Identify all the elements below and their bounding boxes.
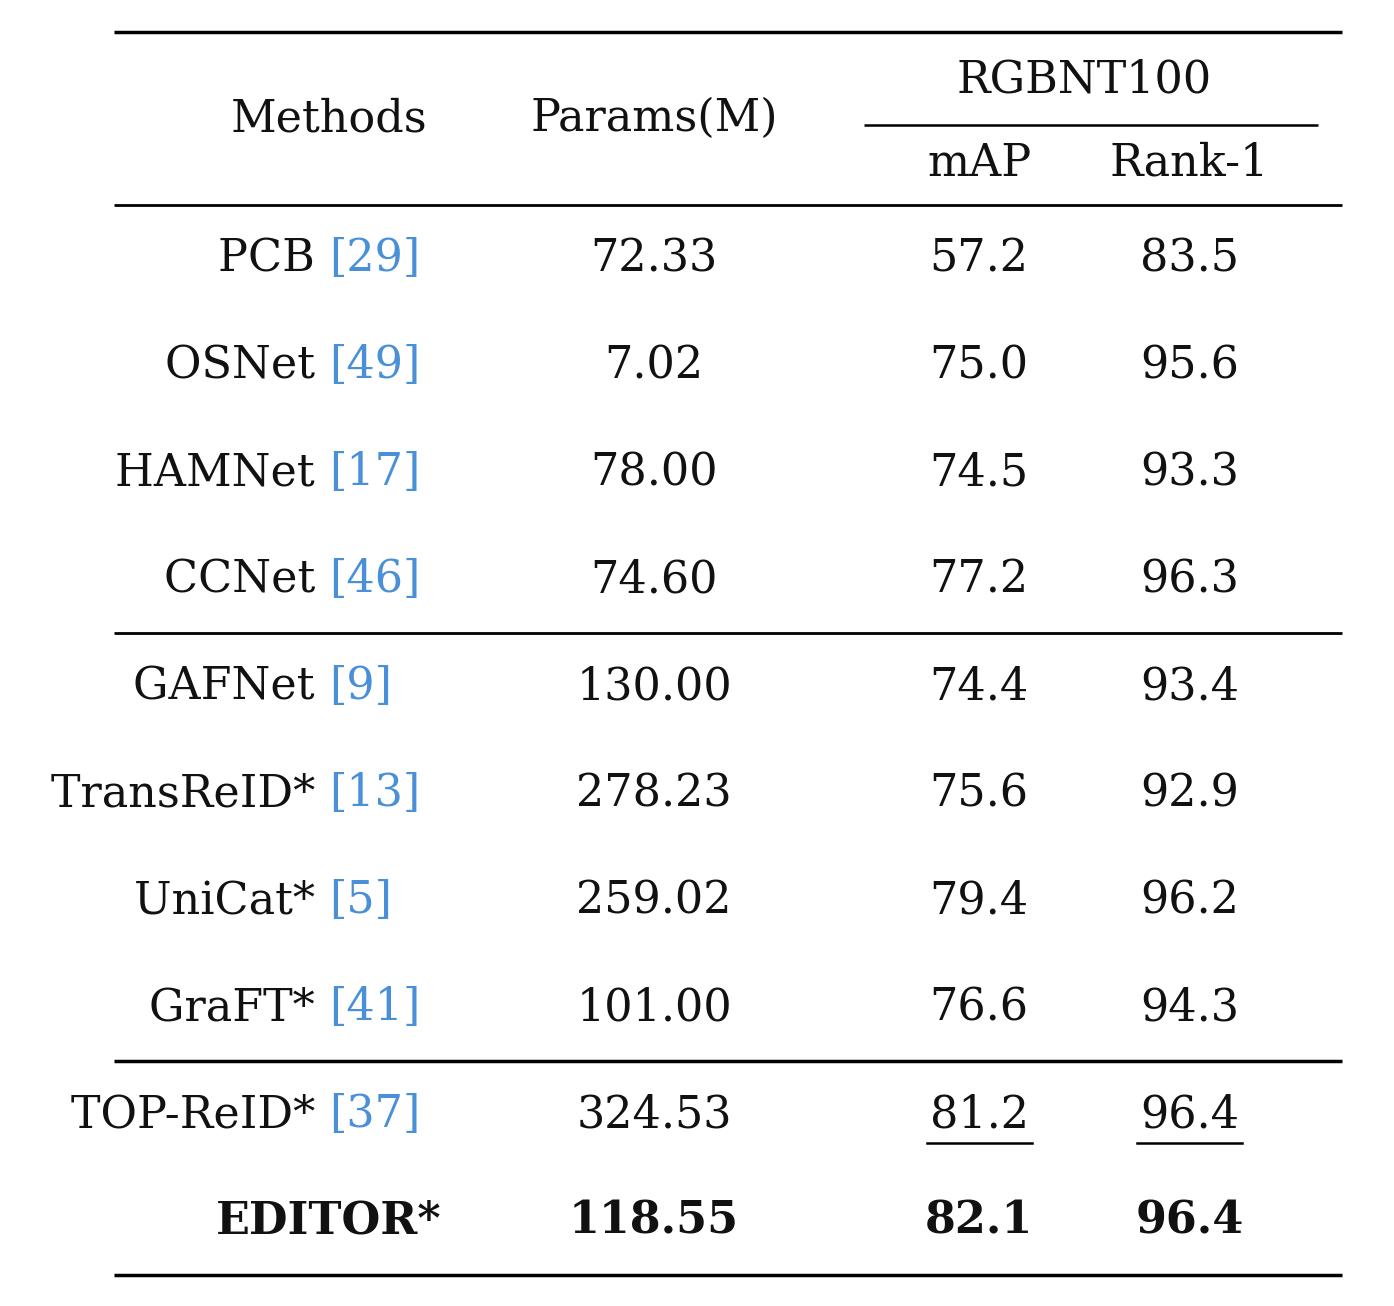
Text: 92.9: 92.9	[1140, 772, 1239, 815]
Text: 78.00: 78.00	[590, 451, 718, 494]
Text: TransReID*: TransReID*	[50, 772, 329, 815]
Text: OSNet: OSNet	[164, 343, 329, 387]
Text: 118.55: 118.55	[569, 1200, 739, 1243]
Text: UniCat*: UniCat*	[134, 879, 329, 922]
Text: 278.23: 278.23	[576, 772, 732, 815]
Text: 75.0: 75.0	[930, 343, 1029, 387]
Text: 259.02: 259.02	[576, 879, 732, 922]
Text: 77.2: 77.2	[930, 558, 1029, 601]
Text: 7.02: 7.02	[605, 343, 704, 387]
Text: 74.60: 74.60	[590, 558, 718, 601]
Text: 76.6: 76.6	[930, 986, 1029, 1029]
Text: [49]: [49]	[329, 343, 421, 387]
Text: 324.53: 324.53	[576, 1093, 732, 1136]
Text: TOP-ReID*: TOP-ReID*	[71, 1093, 329, 1136]
Text: [41]: [41]	[329, 986, 421, 1029]
Text: [5]: [5]	[329, 879, 392, 922]
Text: 101.00: 101.00	[576, 986, 732, 1029]
Text: EDITOR*: EDITOR*	[216, 1200, 442, 1243]
Text: 94.3: 94.3	[1140, 986, 1239, 1029]
Text: PCB: PCB	[217, 236, 329, 279]
Text: Rank-1: Rank-1	[1110, 141, 1269, 184]
Text: GAFNet: GAFNet	[134, 665, 329, 708]
Text: [46]: [46]	[329, 558, 421, 601]
Text: 81.2: 81.2	[930, 1093, 1029, 1136]
Text: 57.2: 57.2	[930, 236, 1029, 279]
Text: 95.6: 95.6	[1140, 343, 1239, 387]
Text: 96.4: 96.4	[1135, 1200, 1243, 1243]
Text: 82.1: 82.1	[926, 1200, 1033, 1243]
Text: [9]: [9]	[329, 665, 392, 708]
Text: 96.2: 96.2	[1140, 879, 1239, 922]
Text: 96.3: 96.3	[1140, 558, 1239, 601]
Text: 130.00: 130.00	[576, 665, 732, 708]
Text: mAP: mAP	[927, 141, 1032, 184]
Text: 74.5: 74.5	[930, 451, 1029, 494]
Text: Methods: Methods	[231, 97, 428, 140]
Text: RGBNT100: RGBNT100	[956, 59, 1211, 102]
Text: [37]: [37]	[329, 1093, 421, 1136]
Text: 75.6: 75.6	[930, 772, 1029, 815]
Text: 83.5: 83.5	[1140, 236, 1239, 279]
Text: 93.4: 93.4	[1140, 665, 1239, 708]
Text: [29]: [29]	[329, 236, 421, 279]
Text: 74.4: 74.4	[930, 665, 1029, 708]
Text: CCNet: CCNet	[163, 558, 329, 601]
Text: HAMNet: HAMNet	[116, 451, 329, 494]
Text: Params(M): Params(M)	[530, 97, 778, 140]
Text: [13]: [13]	[329, 772, 421, 815]
Text: 93.3: 93.3	[1140, 451, 1239, 494]
Text: [17]: [17]	[329, 451, 421, 494]
Text: GraFT*: GraFT*	[149, 986, 329, 1029]
Text: 79.4: 79.4	[930, 879, 1029, 922]
Text: 96.4: 96.4	[1140, 1093, 1239, 1136]
Text: 72.33: 72.33	[591, 236, 718, 279]
